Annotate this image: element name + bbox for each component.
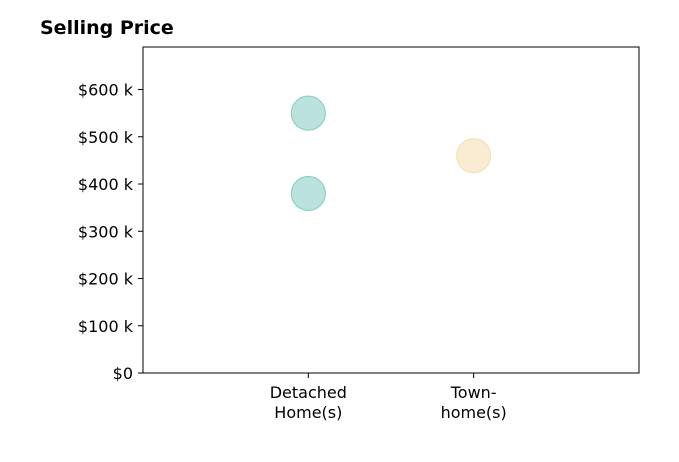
y-tick-label: $200 k (78, 270, 134, 289)
y-tick-label: $600 k (78, 81, 134, 100)
y-tick-label: $400 k (78, 175, 134, 194)
data-point (290, 175, 326, 212)
plot-area-frame (142, 46, 640, 374)
x-tick-label: Town-home(s) (441, 383, 507, 422)
x-tick-label: Detached Home(s) (270, 383, 347, 422)
y-tick-label: $0 (113, 364, 133, 383)
data-point (290, 95, 326, 131)
data-point (456, 138, 492, 174)
x-axis: Detached Home(s) Town-home(s) (270, 373, 507, 422)
y-axis: $0 $100 k $200 k $300 k $400 k $500 k $600 k (78, 81, 143, 383)
chart-title: Selling Price (40, 17, 174, 39)
y-tick-label: $300 k (78, 222, 134, 241)
y-tick-label: $100 k (78, 317, 134, 336)
y-tick-label: $500 k (78, 128, 134, 147)
data-points (290, 95, 492, 212)
